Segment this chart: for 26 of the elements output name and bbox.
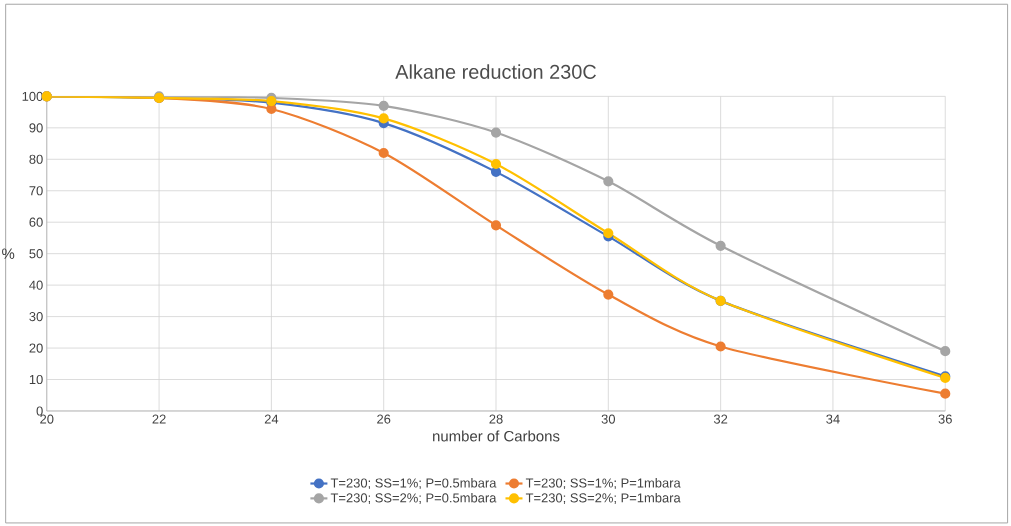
y-tick-label: 30: [29, 312, 43, 322]
y-tick-label: 80: [29, 154, 43, 164]
y-axis-title: %: [2, 248, 15, 260]
y-tick-label: 40: [29, 280, 43, 290]
y-tick-label: 90: [29, 123, 43, 133]
y-tick-label: 70: [29, 186, 43, 196]
y-tick-label: 50: [29, 249, 43, 259]
legend-label: T=230; SS=1%; P=0.5mbara: [330, 478, 497, 490]
x-tick-label: 28: [489, 414, 503, 424]
y-tick-label: 20: [29, 343, 43, 353]
x-tick-label: 30: [601, 414, 616, 424]
legend-label: T=230; SS=2%; P=0.5mbara: [330, 493, 497, 505]
y-tick-label: 60: [29, 217, 43, 227]
x-tick-label: 22: [152, 414, 166, 424]
x-axis-title: number of Carbons: [433, 430, 560, 442]
legend-label: T=230; SS=2%; P=1mbara: [525, 493, 681, 505]
x-tick-label: 26: [377, 414, 391, 424]
y-tick-label: 10: [29, 375, 43, 385]
x-tick-label: 20: [40, 414, 54, 424]
x-tick-label: 32: [713, 414, 728, 424]
y-tick-label: 0: [36, 406, 43, 416]
chart-title: Alkane reduction 230C: [395, 64, 596, 79]
x-tick-label: 36: [938, 414, 952, 424]
legend-label: T=230; SS=1%; P=1mbara: [525, 478, 681, 490]
x-tick-label: 24: [264, 414, 279, 424]
x-tick-label: 34: [826, 414, 840, 424]
